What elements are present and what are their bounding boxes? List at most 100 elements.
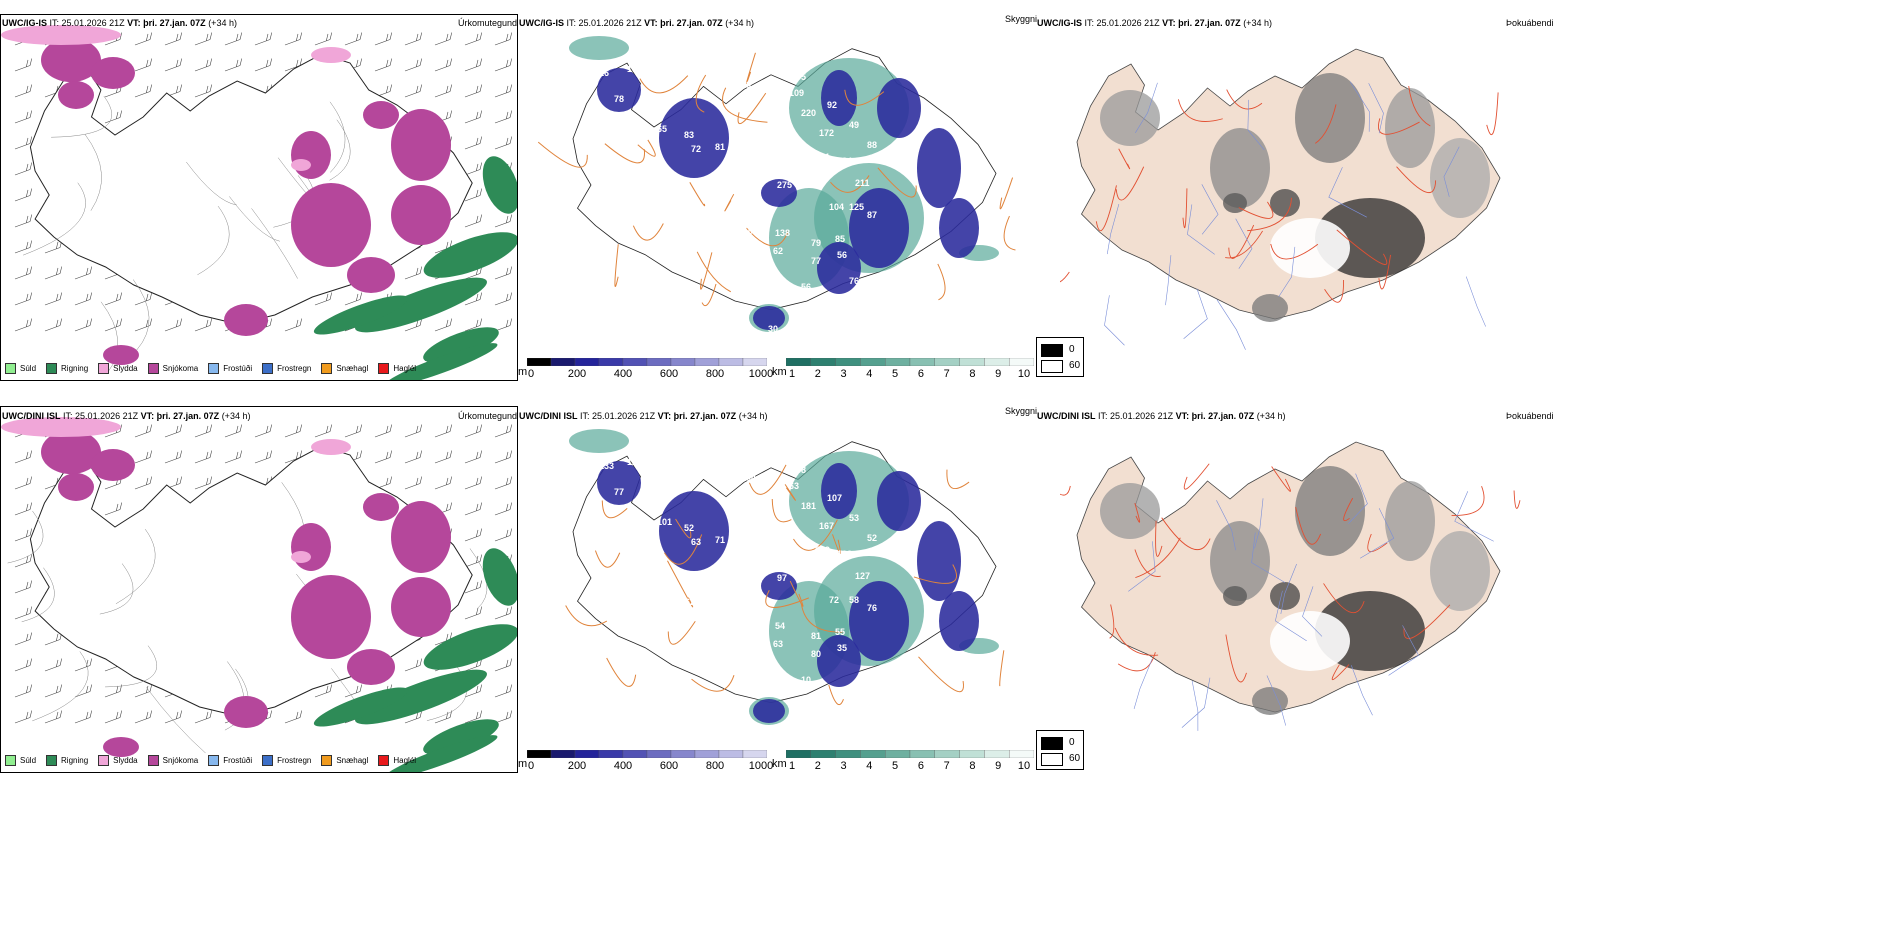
cloudbase-bin (742, 357, 768, 367)
wind-barb (44, 684, 63, 698)
cloud-map-1: 16 190 98 78 65 83 72 81 102 73 105 109 220 92 172 49 88… (537, 36, 1016, 334)
cloudbase-value: 76 (849, 276, 859, 286)
sleet-area (311, 47, 351, 63)
legend-item-slydda: Slydda (98, 363, 138, 374)
fog-area (1385, 481, 1435, 561)
road (146, 687, 206, 754)
visibility-bin (785, 357, 811, 367)
legend-label: Frostregn (277, 756, 312, 765)
cloudbase-value: 30 (768, 324, 778, 334)
cloudbase-area (753, 699, 785, 723)
legend-label: Slydda (113, 364, 138, 373)
river (1135, 82, 1158, 133)
wind-barb (494, 476, 513, 490)
wind-barb (104, 684, 123, 698)
legend-swatch (46, 755, 58, 766)
cloudbase-value: 128 (627, 457, 642, 467)
legend-swatch (147, 755, 159, 766)
visibility-bin (959, 749, 985, 759)
wind-barb (194, 450, 213, 464)
road (1060, 271, 1070, 283)
road (1135, 537, 1181, 579)
river (1201, 184, 1219, 235)
cloudbase-value: 190 (627, 64, 642, 74)
visibility-tick: 9 (995, 368, 1002, 380)
cloudbase-bin (622, 357, 648, 367)
wind-barb (464, 684, 483, 698)
cloudbase-colorbar-1: 0 200 400 600 800 1000 (526, 357, 773, 381)
wind-barb (254, 32, 273, 46)
wind-barb (494, 684, 513, 698)
cloudbase-value: 58 (849, 595, 859, 605)
cloudbase-tick: 400 (613, 760, 633, 772)
road (105, 645, 158, 688)
wind-barb (74, 318, 93, 332)
precip-legend-1: Súld Rigning Slydda Snjókoma Frostúði Frostre… (5, 363, 416, 374)
cloudbase-value: 77 (811, 256, 821, 266)
precip-panel-2: Súld Rigning Slydda Snjókoma Frostúði Frostre… (0, 406, 520, 779)
cloudbase-value: 70 (685, 204, 695, 214)
rivers (1128, 473, 1494, 731)
cloudbase-tick: 1000 (748, 760, 774, 772)
fog-legend-white-2 (1041, 753, 1063, 766)
road (724, 193, 735, 212)
header-fog-2: UWC/DINI ISL IT: 25.01.2026 21Z VT: þri.… (1037, 411, 1286, 421)
wind-barb (464, 318, 483, 332)
header-fog-1: UWC/IG-IS IT: 25.01.2026 21Z VT: þri. 27… (1037, 18, 1272, 28)
wind-barb (494, 528, 513, 542)
visibility-bin (835, 357, 861, 367)
cloudbase-value: 118 (727, 248, 742, 258)
snow-area (224, 696, 268, 728)
legend-label: Súld (20, 364, 37, 373)
cloudbase-value: 52 (684, 523, 694, 533)
cloudbase-value: 35 (837, 643, 847, 653)
fog-map-2 (1060, 441, 1521, 731)
cloudbase-value: 92 (827, 100, 837, 110)
roads (1060, 463, 1521, 683)
wind-barb (314, 424, 333, 438)
road (800, 603, 843, 633)
wind-barb (14, 240, 33, 254)
legend-swatch (321, 755, 333, 766)
road (229, 196, 280, 242)
wind-barb (14, 502, 33, 516)
visibility-tick: 5 (892, 760, 899, 772)
road (1115, 166, 1145, 201)
fog-title-1: Þokuábendi (1506, 18, 1554, 28)
legend-swatch (98, 755, 110, 766)
fog-area (1295, 73, 1365, 163)
legend-label: Snjókoma (162, 364, 199, 373)
rain-area (423, 232, 519, 278)
road (637, 139, 656, 157)
cloudbase-area (917, 128, 961, 208)
road (844, 89, 885, 106)
legend-label: Snjókoma (162, 756, 199, 765)
wind-barb (434, 476, 453, 490)
header-2: UWC/DINI ISL IT: 25.01.2026 21Z VT: þri.… (2, 411, 251, 421)
cloudbase-bin (646, 357, 672, 367)
road (1155, 520, 1163, 557)
wind-barb (284, 32, 303, 46)
river (1106, 203, 1120, 255)
legend-swatch (321, 363, 333, 374)
wind-barb (134, 710, 153, 724)
legend-swatch (208, 755, 220, 766)
cloudbase-tick: 400 (613, 368, 633, 380)
river (1181, 677, 1211, 728)
fog-legend-bottom-2: 60 (1069, 753, 1081, 764)
wind-barb (314, 32, 333, 46)
cloudbase-value: 10 (801, 675, 811, 685)
road (132, 279, 150, 351)
road (1095, 185, 1117, 232)
visibility-tick: 2 (814, 368, 821, 380)
cloudbase-area (821, 463, 857, 519)
road (828, 684, 844, 706)
road (197, 205, 230, 276)
wind-barb (464, 450, 483, 464)
legend-label: Frostúði (223, 364, 253, 373)
cloudbase-value: 104 (741, 473, 756, 483)
wind-barb (14, 136, 33, 150)
river (1454, 491, 1494, 542)
wind-barb (74, 292, 93, 306)
fog-legend-black-1 (1041, 344, 1063, 357)
